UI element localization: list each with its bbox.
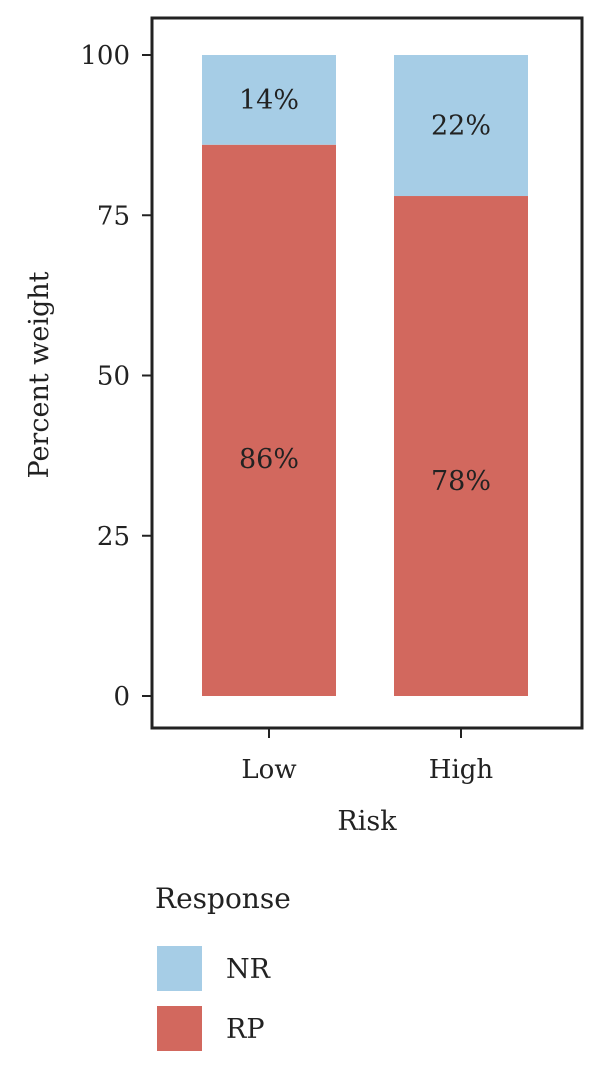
bars: 86% 14% 78% 22%: [202, 55, 528, 697]
bar-rp-high: [394, 196, 528, 696]
bar-nr-high: [394, 55, 528, 197]
x-axis-ticks: Low High: [241, 728, 493, 785]
legend-title: Response: [155, 882, 291, 915]
legend-key-rp: [157, 1006, 202, 1051]
x-tick-label: Low: [241, 755, 296, 785]
y-tick-label: 75: [97, 201, 130, 231]
bar-rp-low: [202, 144, 336, 697]
legend-key-nr: [157, 946, 202, 991]
y-tick-label: 100: [80, 41, 130, 71]
legend: NR RP: [157, 946, 271, 1051]
x-axis-title: Risk: [337, 806, 397, 837]
legend-label-rp: RP: [226, 1014, 265, 1045]
data-label-nr-low: 14%: [239, 85, 299, 116]
x-tick-label: High: [429, 755, 494, 785]
y-tick-label: 0: [113, 682, 130, 712]
data-label-rp-high: 78%: [431, 466, 491, 497]
bar-nr-low: [202, 55, 336, 145]
legend-label-nr: NR: [226, 954, 271, 985]
y-axis-title: Percent weight: [24, 271, 55, 478]
y-axis-ticks: 0 25 50 75 100: [80, 41, 152, 712]
y-tick-label: 25: [97, 522, 130, 552]
data-label-rp-low: 86%: [239, 444, 299, 475]
plot-panel-border: [150, 16, 584, 730]
data-label-nr-high: 22%: [431, 111, 491, 142]
y-tick-label: 50: [97, 362, 130, 392]
